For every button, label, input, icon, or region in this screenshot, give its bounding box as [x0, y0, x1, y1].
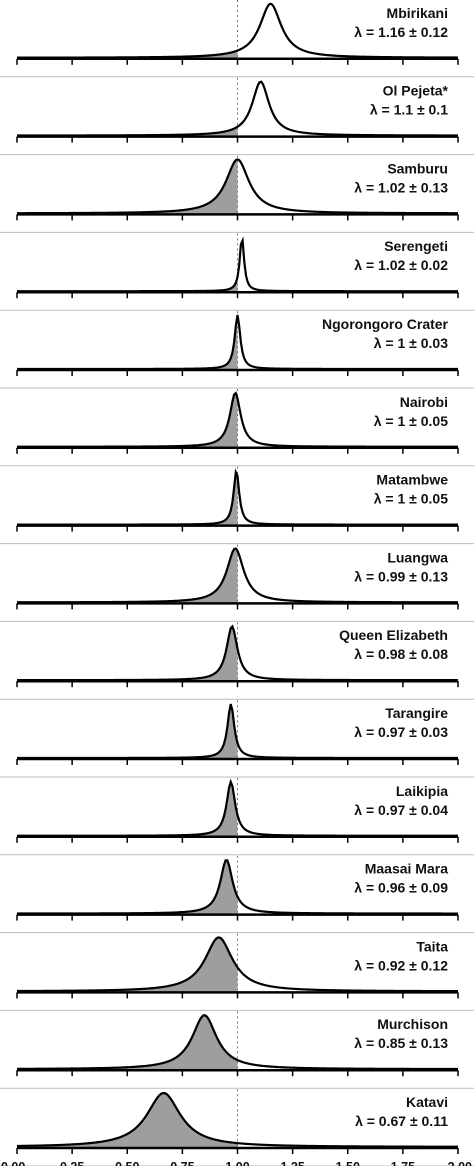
lambda-label: λ = 0.97 ± 0.04: [354, 802, 448, 818]
x-tick-label: 1.00: [225, 1160, 249, 1166]
lambda-label: λ = 0.99 ± 0.13: [354, 568, 448, 584]
lambda-label: λ = 0.85 ± 0.13: [354, 1035, 448, 1051]
panel-tarangire: Tarangire λ = 0.97 ± 0.03: [0, 700, 474, 778]
panel-taita: Taita λ = 0.92 ± 0.12: [0, 933, 474, 1011]
lambda-label: λ = 0.92 ± 0.12: [354, 957, 448, 973]
panel-nairobi: Nairobi λ = 1 ± 0.05: [0, 389, 474, 467]
lambda-label: λ = 1 ± 0.03: [374, 335, 448, 351]
panel-matambwe: Matambwe λ = 1 ± 0.05: [0, 466, 474, 545]
shaded-area-below-1: [17, 781, 238, 836]
panel-ngorongoro-crater: Ngorongoro Crater λ = 1 ± 0.03: [0, 311, 474, 389]
density-curve: [17, 158, 458, 215]
density-curve: [17, 547, 459, 604]
site-name: Mbirikani: [387, 5, 448, 21]
density-curve: [17, 2, 459, 59]
site-name: Murchison: [377, 1016, 448, 1032]
site-name: Luangwa: [387, 549, 448, 565]
shaded-area-below-1: [17, 472, 238, 525]
lambda-label: λ = 1 ± 0.05: [374, 413, 448, 429]
shaded-area-below-1: [17, 860, 238, 914]
shaded-area-below-1: [17, 937, 238, 992]
site-name: Ngorongoro Crater: [322, 316, 449, 332]
shaded-area-below-1: [17, 1015, 238, 1070]
site-name: Taita: [416, 938, 448, 954]
site-name: Samburu: [387, 160, 448, 176]
lambda-label: λ = 0.98 ± 0.08: [354, 646, 448, 662]
x-tick-label: 1.25: [280, 1160, 304, 1166]
shaded-area-below-1: [17, 393, 238, 447]
site-name: Laikipia: [396, 783, 448, 799]
lambda-label: λ = 1.02 ± 0.02: [354, 257, 448, 273]
panel-laikipia: Laikipia λ = 0.97 ± 0.04: [0, 778, 474, 856]
shaded-area-below-1: [17, 1093, 238, 1147]
density-curve: [16, 1091, 458, 1148]
site-name: Matambwe: [376, 472, 448, 488]
lambda-label: λ = 1 ± 0.05: [374, 491, 448, 507]
panel-samburu: Samburu λ = 1.02 ± 0.13: [0, 155, 474, 233]
shaded-area-below-1: [17, 626, 238, 681]
site-name: Queen Elizabeth: [339, 627, 448, 643]
panel-queen-elizabeth: Queen Elizabeth λ = 0.98 ± 0.08: [0, 622, 474, 700]
x-tick-label: 0.00: [1, 1160, 25, 1166]
site-name: Katavi: [406, 1094, 448, 1110]
density-curve: [16, 1014, 458, 1071]
site-name: Nairobi: [400, 394, 448, 410]
x-tick-label: 0.50: [115, 1160, 139, 1166]
x-tick-label: 0.25: [60, 1160, 84, 1166]
lambda-label: λ = 1.02 ± 0.13: [354, 179, 448, 195]
x-tick-label: 0.75: [170, 1160, 194, 1166]
panel-maasai-mara: Maasai Mara λ = 0.96 ± 0.09: [0, 855, 474, 934]
site-name: Ol Pejeta*: [383, 83, 449, 99]
panel-luangwa: Luangwa λ = 0.99 ± 0.13: [0, 544, 474, 622]
shaded-area-below-1: [17, 704, 238, 758]
shaded-area-below-1: [17, 277, 238, 292]
x-tick-label: 2.00: [448, 1160, 472, 1166]
shaded-area-below-1: [17, 126, 238, 136]
site-name: Maasai Mara: [365, 861, 448, 877]
lambda-label: λ = 1.1 ± 0.1: [370, 102, 448, 118]
shaded-area-below-1: [17, 315, 238, 369]
lambda-label: λ = 0.67 ± 0.11: [355, 1113, 448, 1129]
shaded-area-below-1: [17, 159, 238, 214]
lambda-label: λ = 1.16 ± 0.12: [354, 24, 448, 40]
panel-ol-pejeta: Ol Pejeta* λ = 1.1 ± 0.1: [0, 77, 474, 156]
panel-murchison: Murchison λ = 0.85 ± 0.13: [0, 1011, 474, 1089]
site-name: Serengeti: [384, 238, 448, 254]
lambda-label: λ = 0.96 ± 0.09: [354, 880, 448, 896]
shaded-area-below-1: [17, 548, 238, 603]
panel-serengeti: Serengeti λ = 1.02 ± 0.02: [0, 233, 474, 311]
shaded-area-below-1: [17, 50, 238, 58]
density-curve: [16, 936, 459, 993]
panel-katavi: Katavi λ = 0.67 ± 0.11: [0, 1089, 474, 1166]
lambda-label: λ = 0.97 ± 0.03: [354, 724, 448, 740]
x-tick-label: 1.50: [336, 1160, 360, 1166]
x-tick-label: 1.75: [391, 1160, 415, 1166]
site-name: Tarangire: [385, 705, 448, 721]
panel-mbirikani: Mbirikani λ = 1.16 ± 0.12: [0, 0, 474, 78]
